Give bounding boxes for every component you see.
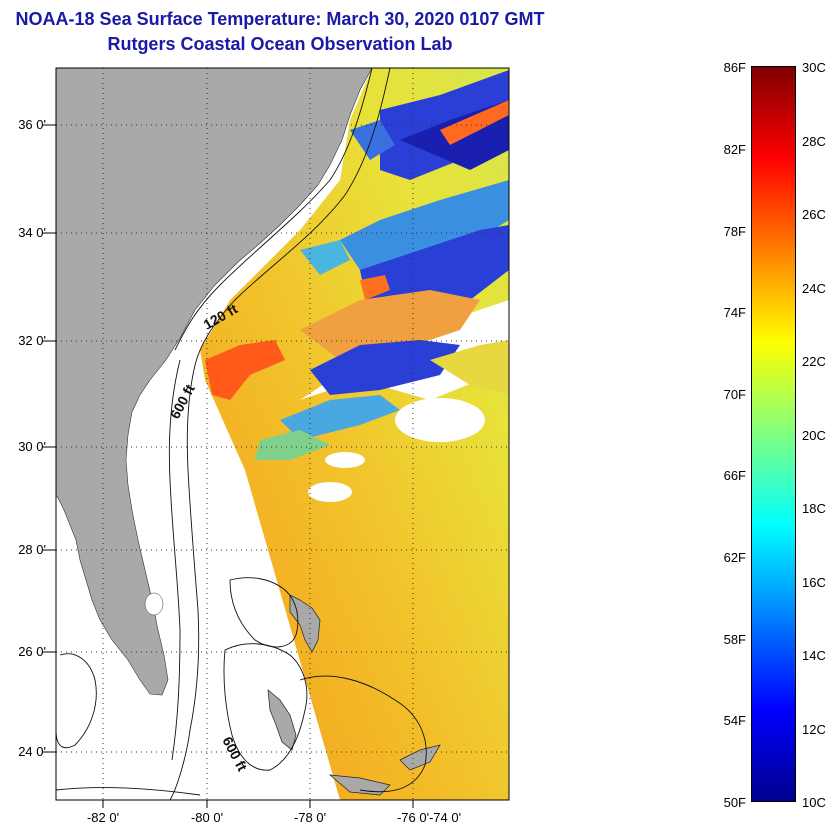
lon-label: -74 0' (428, 810, 462, 825)
lake-okeechobee (144, 592, 164, 616)
map-area (56, 68, 509, 800)
colorbar-f-label: 82F (723, 142, 746, 157)
colorbar-c-label: 16C (802, 575, 826, 590)
graticule (56, 68, 509, 800)
colorbar-c-label: 18C (802, 501, 826, 516)
colorbar-c-label: 24C (802, 281, 826, 296)
temperature-colorbar (751, 66, 796, 802)
map-title: NOAA-18 Sea Surface Temperature: March 3… (15, 9, 545, 29)
map-frame (55, 67, 510, 801)
colorbar-c-label: 26C (802, 207, 826, 222)
cloud-patch (325, 452, 365, 468)
cloud-patch (395, 398, 485, 442)
warm-patch-2 (360, 275, 390, 300)
lat-label: 30 0' (18, 439, 46, 454)
axis-ticks (42, 124, 414, 808)
colorbar-f-label: 70F (723, 387, 746, 402)
colorbar-f-label: 62F (723, 550, 746, 565)
colorbar-f-label: 74F (723, 305, 746, 320)
map-subtitle: Rutgers Coastal Ocean Observation Lab (107, 34, 453, 54)
colorbar-c-label: 14C (802, 648, 826, 663)
lon-label: -80 0' (190, 810, 224, 825)
lat-label: 34 0' (18, 225, 46, 240)
warm-strip (440, 100, 509, 145)
colorbar-c-label: 10C (802, 795, 826, 810)
warm-patch (205, 340, 285, 400)
colorbar-c-label: 30C (802, 60, 826, 75)
lat-label: 24 0' (18, 744, 46, 759)
lat-label: 28 0' (18, 542, 46, 557)
colorbar-c-label: 20C (802, 428, 826, 443)
land-mainland (56, 68, 373, 696)
colorbar-c-label: 12C (802, 722, 826, 737)
lon-label: -82 0' (86, 810, 120, 825)
colorbar-f-label: 50F (723, 795, 746, 810)
colorbar-f-label: 54F (723, 713, 746, 728)
colorbar-c-label: 22C (802, 354, 826, 369)
depth-contours (56, 68, 427, 800)
lon-label: -76 0' (396, 810, 430, 825)
lon-label: -78 0' (293, 810, 327, 825)
colorbar-c-label: 28C (802, 134, 826, 149)
cloud-patch (308, 482, 352, 502)
lat-label: 36 0' (18, 117, 46, 132)
colorbar-f-label: 78F (723, 224, 746, 239)
lat-label: 26 0' (18, 644, 46, 659)
colorbar-f-label: 58F (723, 632, 746, 647)
colorbar-f-label: 86F (723, 60, 746, 75)
lat-label: 32 0' (18, 333, 46, 348)
colorbar-f-label: 66F (723, 468, 746, 483)
bahamas-islands (267, 594, 441, 796)
